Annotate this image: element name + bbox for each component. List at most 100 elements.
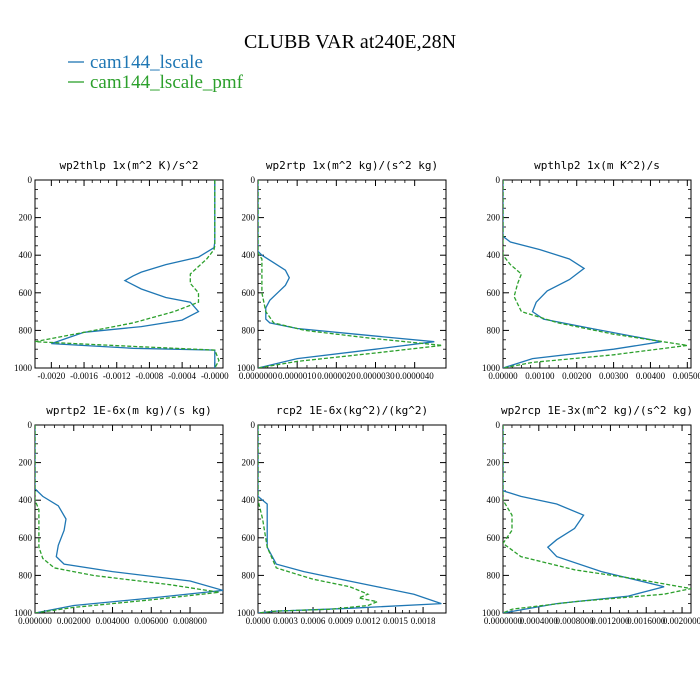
plot-frame	[502, 179, 692, 369]
x-tick-label: 0.0016000	[627, 616, 666, 626]
x-tick-label: 0.0015	[383, 616, 408, 626]
y-tick-label: 1000	[14, 363, 33, 373]
y-tick-label: 600	[487, 288, 501, 298]
panel-title: wp2thlp 1x(m^2 K)/s^2	[59, 159, 198, 172]
x-tick-label: -0.0004	[168, 371, 196, 381]
y-tick-label: 200	[242, 213, 256, 223]
x-tick-label: -0.0020	[37, 371, 65, 381]
x-tick-label: 0.006000	[134, 616, 168, 626]
series-line-1	[35, 425, 223, 613]
y-tick-label: 1000	[237, 363, 256, 373]
y-tick-label: 400	[242, 495, 256, 505]
plot-frame	[502, 424, 692, 614]
series-line-2	[503, 425, 691, 613]
x-tick-label: 0.002000	[57, 616, 91, 626]
figure-title: CLUBB VAR at240E,28N	[244, 31, 456, 53]
y-tick-label: 0	[251, 175, 256, 185]
y-tick-label: 1000	[482, 363, 501, 373]
series-line-1	[258, 425, 442, 613]
x-tick-label: 0.00500	[673, 371, 700, 381]
panel-3: wpthlp2 1x(m K^2)/s020040060080010000.00…	[482, 159, 700, 381]
y-tick-label: 400	[19, 495, 33, 505]
panel-title: wp2rtp 1x(m^2 kg)/(s^2 kg)	[266, 159, 438, 172]
y-tick-label: 800	[487, 325, 501, 335]
series-line-2	[258, 180, 443, 368]
series-line-1	[503, 180, 662, 368]
series-line-2	[35, 425, 220, 613]
y-tick-label: 600	[19, 533, 33, 543]
y-tick-label: 400	[487, 250, 501, 260]
panel-6: wp2rcp 1E-3x(m^2 kg)/(s^2 kg)0 200 400 600 8…	[482, 404, 700, 626]
legend: cam144_lscale cam144_lscale_pmf	[68, 52, 244, 93]
x-tick-label: 0.00300	[599, 371, 629, 381]
x-tick-label: 0.004000	[96, 616, 130, 626]
y-tick-label: 200	[19, 458, 33, 468]
x-tick-label: -0.0008	[136, 371, 164, 381]
panel-title: wpthlp2 1x(m K^2)/s	[534, 159, 660, 172]
y-tick-label: 600	[242, 288, 256, 298]
x-tick-label: 0.0003	[273, 616, 298, 626]
y-tick-label: 400	[487, 495, 501, 505]
y-tick-label: 200	[487, 458, 501, 468]
x-tick-label: 0.00400	[636, 371, 666, 381]
y-tick-label: 0	[251, 420, 256, 430]
y-tick-label: 600	[242, 533, 256, 543]
x-tick-label: 0.0000	[246, 616, 271, 626]
y-tick-label: 1000	[482, 608, 501, 618]
panel-1: wp2thlp 1x(m^2 K)/s^2 0 200 400 600 800 1000 -0…	[14, 159, 229, 381]
panel-title: wprtp2 1E-6x(m kg)/(s kg)	[46, 404, 212, 417]
x-tick-label: 0.0012000	[591, 616, 630, 626]
x-tick-label: 0.008000	[173, 616, 207, 626]
x-tick-label: -0.0016	[70, 371, 98, 381]
panels: wp2thlp 1x(m^2 K)/s^2 0 200 400 600 800 1000 -0…	[14, 159, 700, 626]
panel-2: wp2rtp 1x(m^2 kg)/(s^2 kg) 0 200 400 600 800 1…	[237, 159, 447, 381]
y-tick-label: 200	[19, 213, 33, 223]
x-tick-label: 0.0020000	[663, 616, 700, 626]
y-tick-label: 1000	[237, 608, 256, 618]
y-tick-label: 800	[242, 570, 256, 580]
y-tick-label: 200	[242, 458, 256, 468]
y-tick-label: 600	[19, 288, 33, 298]
y-tick-label: 0	[496, 420, 501, 430]
legend-label-2: cam144_lscale_pmf	[90, 72, 244, 93]
panel-title: rcp2 1E-6x(kg^2)/(kg^2)	[276, 404, 428, 417]
y-tick-label: 0	[28, 175, 33, 185]
x-tick-label: 0.0012	[356, 616, 381, 626]
legend-label-1: cam144_lscale	[90, 52, 203, 73]
x-tick-label: 0.0000040	[396, 371, 435, 381]
series-line-1	[503, 425, 665, 613]
x-tick-label: 0.00000	[488, 371, 518, 381]
x-tick-label: 0.0009	[328, 616, 353, 626]
plot-frame	[34, 424, 224, 614]
y-tick-label: 800	[242, 325, 256, 335]
x-tick-label: 0.000000	[18, 616, 52, 626]
series-line-2	[258, 425, 380, 613]
x-tick-label: 0.0004000	[520, 616, 559, 626]
x-tick-label: 0.0000030	[356, 371, 395, 381]
x-tick-label: 0.0000000	[239, 371, 278, 381]
series-line-1	[258, 180, 435, 368]
x-tick-label: 0.00100	[525, 371, 555, 381]
y-tick-label: 800	[19, 570, 33, 580]
series-line-2	[35, 180, 220, 368]
y-tick-label: 600	[487, 533, 501, 543]
y-tick-label: 0	[28, 420, 33, 430]
x-tick-label: 0.0006	[301, 616, 326, 626]
x-tick-label: 0.0000000	[484, 616, 523, 626]
x-tick-label: -0.0012	[103, 371, 131, 381]
x-tick-label: -0.0000	[201, 371, 229, 381]
x-tick-label: 0.0018	[411, 616, 436, 626]
x-tick-label: 0.0000020	[317, 371, 356, 381]
y-tick-label: 1000	[14, 608, 33, 618]
y-tick-label: 800	[19, 325, 33, 335]
y-tick-label: 800	[487, 570, 501, 580]
y-tick-label: 400	[19, 250, 33, 260]
x-tick-label: 0.00200	[562, 371, 592, 381]
series-line-1	[51, 180, 216, 368]
x-tick-label: 0.0000010	[278, 371, 317, 381]
y-tick-label: 200	[487, 213, 501, 223]
series-line-2	[503, 180, 688, 368]
panel-title: wp2rcp 1E-3x(m^2 kg)/(s^2 kg)	[501, 404, 693, 417]
plot-frame	[257, 424, 447, 614]
